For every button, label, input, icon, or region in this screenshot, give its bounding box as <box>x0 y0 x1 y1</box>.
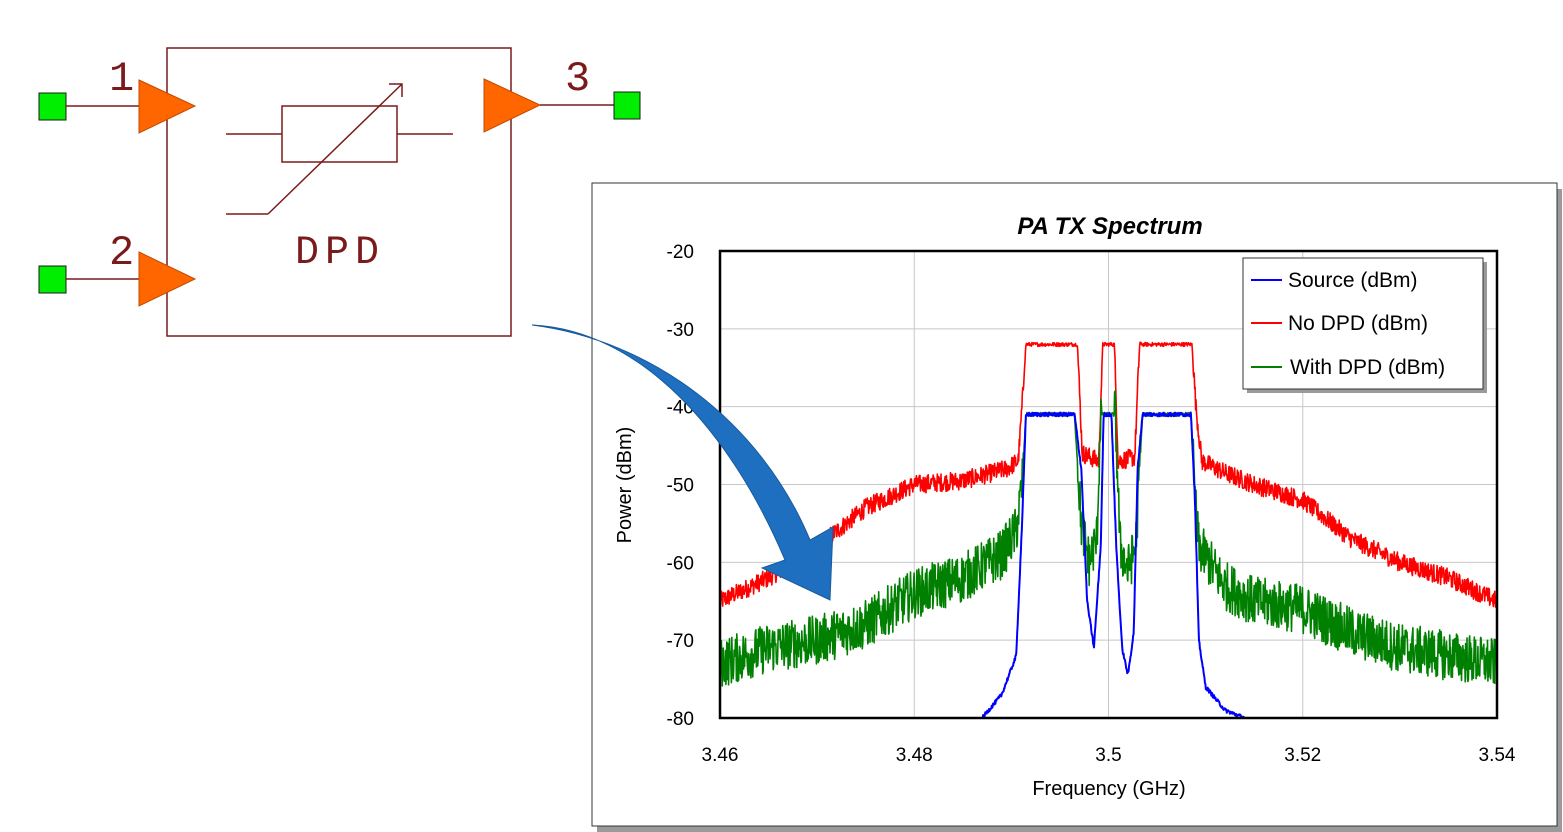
callout-arrow-icon <box>531 324 834 601</box>
x-tick-labels: 3.46 3.48 3.5 3.52 3.54 <box>702 745 1516 766</box>
y-tick-label: -50 <box>667 476 694 497</box>
port-3-terminal[interactable] <box>613 91 641 120</box>
legend-label-with-dpd: With DPD (dBm) <box>1290 356 1445 379</box>
x-tick-label: 3.5 <box>1095 745 1121 766</box>
x-axis-label: Frequency (GHz) <box>1032 778 1185 800</box>
port-2-terminal[interactable] <box>38 265 67 294</box>
y-axis-label: Power (dBm) <box>614 427 636 544</box>
y-tick-labels: -20-30-40-50-60-70-80 <box>667 242 694 730</box>
chart-window: PA TX Spectrum -20-30-40-50-60-70-80 3.4… <box>591 182 1562 832</box>
y-tick-label: -70 <box>667 631 694 652</box>
port-3-number: 3 <box>565 55 590 103</box>
x-tick-label: 3.54 <box>1479 745 1516 766</box>
series-line-1 <box>719 341 1498 608</box>
x-tick-label: 3.46 <box>702 745 739 766</box>
y-tick-label: -20 <box>667 242 694 263</box>
dpd-block-outline <box>166 47 512 337</box>
plot-series <box>719 341 1498 719</box>
port-2-amplifier-icon <box>138 251 197 307</box>
legend: Source (dBm) No DPD (dBm) With DPD (dBm) <box>1242 257 1487 393</box>
y-tick-label: -60 <box>667 553 694 574</box>
legend-label-source: Source (dBm) <box>1288 269 1418 292</box>
variable-element-icon <box>226 83 453 215</box>
x-tick-label: 3.52 <box>1284 745 1321 766</box>
dpd-block-label: DPD <box>295 231 385 276</box>
port-2-number: 2 <box>109 229 134 277</box>
legend-box <box>1242 257 1484 390</box>
legend-label-no-dpd: No DPD (dBm) <box>1288 312 1428 335</box>
dpd-schematic: 1 2 3 DPD <box>38 47 641 337</box>
plot-area-border <box>718 249 1499 720</box>
series-line-0 <box>981 411 1246 719</box>
chart-title: PA TX Spectrum <box>1017 213 1202 240</box>
port-1-terminal[interactable] <box>38 92 67 121</box>
y-tick-label: -80 <box>667 709 694 730</box>
x-tick-label: 3.48 <box>896 745 933 766</box>
port-1-amplifier-icon <box>138 79 197 134</box>
port-3-amplifier-icon <box>483 78 542 133</box>
port-1-number: 1 <box>109 55 134 103</box>
y-tick-label: -30 <box>667 320 694 341</box>
